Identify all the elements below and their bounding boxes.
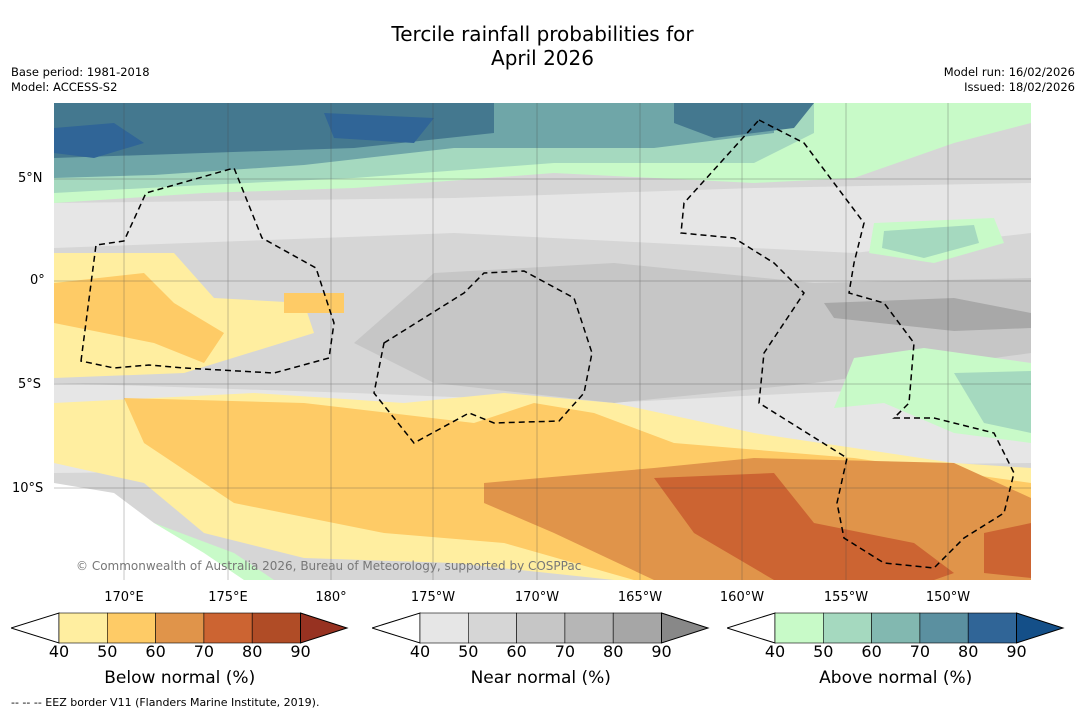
colorbar-tick-label: 50 — [813, 642, 834, 661]
colorbar-segment — [251, 612, 301, 644]
lon-label: 150°W — [925, 590, 971, 605]
model-run: Model run: 16/02/2026 — [943, 65, 1075, 79]
colorbar-tick-label: 60 — [861, 642, 882, 661]
base-period: Base period: 1981-2018 — [11, 65, 150, 79]
lat-label: 10°S — [12, 481, 44, 496]
colorbar-segment — [774, 612, 824, 644]
colorbar-segment — [919, 612, 969, 644]
lon-label: 170°E — [104, 590, 144, 605]
colorbar — [372, 612, 710, 644]
above-normal-70-zone — [54, 103, 814, 158]
above-normal-east-core — [882, 225, 1031, 433]
colorbar-segment — [468, 612, 517, 644]
no-dominant-category-zone — [54, 483, 244, 580]
title-line-1: Tercile rainfall probabilities for — [391, 22, 694, 46]
colorbar-low-extension — [727, 612, 776, 644]
colorbar-tick-label: 40 — [48, 642, 70, 661]
base-info: Base period: 1981-2018 Model: ACCESS-S2 — [11, 65, 150, 95]
near-normal-70-zone — [824, 298, 1031, 331]
colorbar-tick-label: 70 — [554, 642, 576, 661]
colorbar-tick-label: 40 — [764, 642, 786, 661]
lon-label: 165°W — [617, 590, 663, 605]
colorbar-low-extension — [11, 612, 60, 644]
above-normal-80-zone — [54, 113, 434, 158]
colorbar-segment — [564, 612, 614, 644]
colorbar-tick-label: 70 — [193, 642, 215, 661]
issued-date: Issued: 18/02/2026 — [964, 80, 1075, 94]
colorbar-high-extension — [1016, 612, 1065, 644]
colorbar-title: Above normal (%) — [819, 668, 973, 688]
colorbar-segment — [871, 612, 921, 644]
colorbar — [11, 612, 349, 644]
lat-label: 5°S — [18, 377, 42, 392]
model-name: Model: ACCESS-S2 — [11, 80, 118, 94]
colorbar-high-extension — [661, 612, 710, 644]
title-line-2: April 2026 — [491, 46, 594, 70]
colorbar-title: Near normal (%) — [470, 668, 611, 688]
lon-label: 170°W — [514, 590, 560, 605]
colorbar-tick-label: 60 — [145, 642, 166, 661]
colorbar-tick-label: 90 — [290, 642, 311, 661]
lon-label: 175°E — [208, 590, 248, 605]
lat-label: 5°N — [18, 171, 43, 186]
colorbar-tick-label: 80 — [603, 642, 624, 661]
colorbar-tick-label: 80 — [242, 642, 263, 661]
colorbar-tick-label: 40 — [409, 642, 431, 661]
lon-label: 180° — [315, 590, 347, 605]
colorbar-segment — [107, 612, 156, 644]
colorbar-segment — [58, 612, 108, 644]
colorbar-tick-label: 50 — [97, 642, 118, 661]
colorbar-title: Below normal (%) — [104, 668, 256, 688]
colorbar-tick-label: 90 — [1006, 642, 1027, 661]
colorbar — [727, 612, 1065, 644]
probability-map — [54, 103, 1031, 580]
colorbar-segment — [419, 612, 469, 644]
colorbar-high-extension — [300, 612, 349, 644]
colorbar-segment — [203, 612, 253, 644]
colorbar-segment — [612, 612, 662, 644]
colorbar-tick-label: 80 — [958, 642, 979, 661]
colorbar-segment — [823, 612, 872, 644]
colorbar-segment — [967, 612, 1017, 644]
colorbar-tick-label: 70 — [909, 642, 931, 661]
lat-label: 0° — [30, 273, 45, 288]
map-title: Tercile rainfall probabilities for April… — [0, 22, 1085, 70]
lon-label: 175°W — [410, 590, 456, 605]
colorbar-low-extension — [372, 612, 421, 644]
below-normal-70-zone — [654, 473, 1031, 580]
run-info: Model run: 16/02/2026 Issued: 18/02/2026 — [944, 65, 1075, 95]
colorbar-tick-label: 60 — [506, 642, 527, 661]
colorbar-tick-label: 90 — [651, 642, 672, 661]
eez-footnote: -- -- -- EEZ border V11 (Flanders Marine… — [11, 696, 320, 709]
colorbar-segment — [516, 612, 566, 644]
eez-borders — [80, 119, 1015, 569]
copyright-notice: © Commonwealth of Australia 2026, Bureau… — [76, 559, 582, 573]
colorbar-segment — [155, 612, 205, 644]
lon-label: 160°W — [719, 590, 765, 605]
lon-label: 155°W — [823, 590, 869, 605]
colorbar-tick-label: 50 — [458, 642, 479, 661]
